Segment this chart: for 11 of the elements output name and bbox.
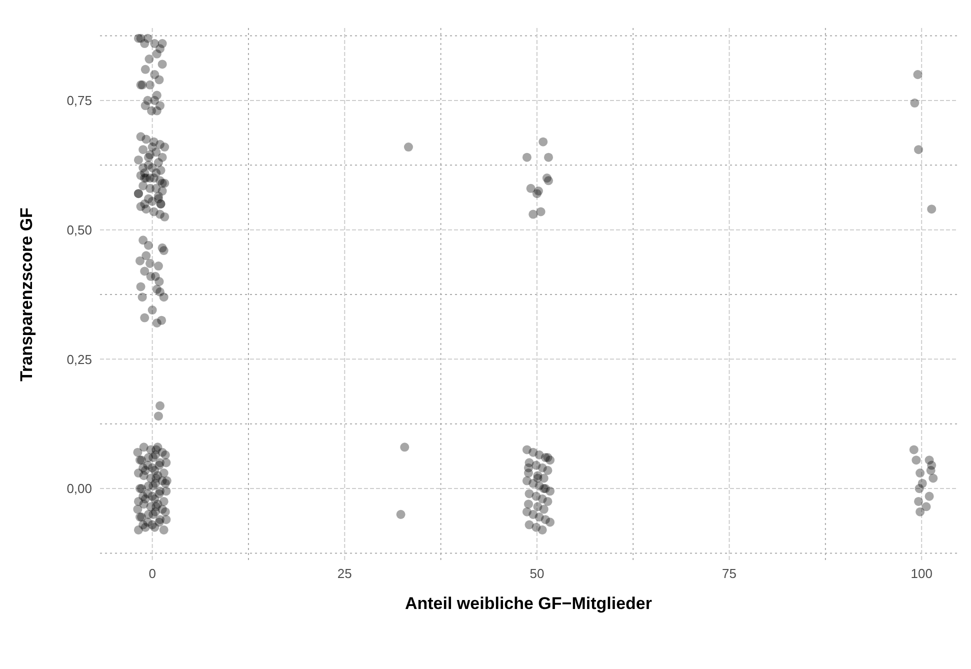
y-tick-label: 0,50 — [66, 222, 92, 238]
y-tick-label: 0,00 — [66, 481, 92, 496]
x-axis-title: Anteil weibliche GF−Mitglieder — [404, 594, 652, 613]
x-tick-label: 0 — [148, 566, 156, 582]
x-tick-label: 25 — [337, 566, 352, 582]
x-tick-label: 75 — [722, 566, 737, 582]
y-axis-title: Transparenzscore GF — [17, 208, 36, 382]
x-tick-label: 50 — [530, 566, 544, 582]
x-tick-label: 100 — [910, 566, 932, 582]
y-tick-label: 0,25 — [66, 352, 92, 367]
y-tick-label: 0,75 — [66, 93, 92, 108]
